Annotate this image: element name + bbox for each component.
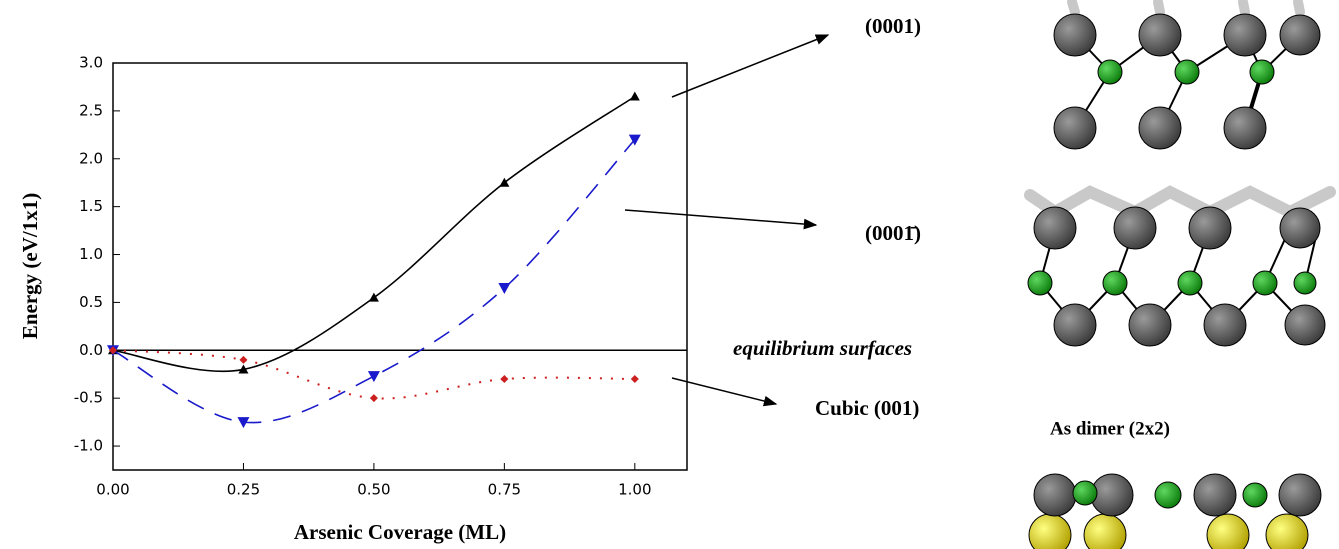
structure-0001 [1053,0,1321,150]
series-line [112,139,636,424]
point [109,346,117,355]
legend-label: Cubic (001) [815,396,919,420]
plot-frame [112,62,688,471]
legend-label: (0001) [865,14,921,38]
y-tick-label: 3.0 [79,54,103,72]
x-tick-label: 0.75 [488,481,521,499]
point [499,177,510,187]
structure-000-1 [1024,185,1336,347]
y-tick-label: -0.5 [74,389,103,407]
annotation: equilibrium surfaces [733,336,912,360]
x-tick-label: 0.25 [227,481,260,499]
point [630,375,639,384]
point [237,417,250,429]
point [500,375,509,384]
annotation: As dimer (2x2) [1050,418,1170,439]
y-tick-label: 1.0 [79,245,103,263]
y-tick-label: -1.0 [74,437,103,455]
structure-cubic [1028,473,1322,549]
point [498,283,511,295]
x-tick-label: 1.00 [618,481,651,499]
point [367,371,380,383]
point [239,355,248,364]
point [368,292,379,302]
y-tick-label: 0.0 [79,341,103,359]
point [628,134,641,146]
arrows [624,34,830,407]
y-axis-label: Energy (eV/1x1) [18,193,42,339]
y-tick-label: 0.5 [79,293,103,311]
legend-label: (0001̄) [865,221,921,245]
y-tick-label: 1.5 [79,197,103,215]
y-tick-label: 2.5 [79,101,103,119]
point [629,91,640,101]
x-tick-label: 0.50 [357,481,390,499]
x-tick-label: 0.00 [96,481,129,499]
x-axis-label: Arsenic Coverage (ML) [294,520,506,544]
y-tick-label: 2.0 [79,149,103,167]
point [238,364,249,374]
point [369,394,378,403]
